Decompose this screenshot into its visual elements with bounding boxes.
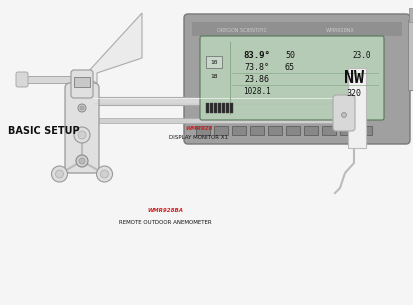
- Bar: [225, 103, 228, 113]
- FancyBboxPatch shape: [71, 70, 93, 98]
- Text: 10: 10: [210, 60, 217, 66]
- Text: 23.86: 23.86: [244, 76, 269, 84]
- Text: 320: 320: [346, 89, 361, 99]
- Text: 23.0: 23.0: [352, 52, 370, 60]
- Bar: [339, 126, 353, 135]
- Circle shape: [100, 170, 108, 178]
- Bar: [408, 8, 412, 22]
- Circle shape: [74, 127, 90, 143]
- Text: OREGON SCIENTIFIC: OREGON SCIENTIFIC: [217, 27, 267, 33]
- Text: 18: 18: [210, 74, 217, 78]
- Text: DISPLAY MONITOR X1: DISPLAY MONITOR X1: [169, 135, 228, 140]
- Bar: [209, 103, 212, 113]
- Bar: [192, 22, 401, 36]
- Text: 50: 50: [284, 52, 294, 60]
- Bar: [249, 126, 263, 135]
- Text: 83.9°: 83.9°: [243, 52, 270, 60]
- Bar: [20, 76, 74, 83]
- Circle shape: [78, 131, 86, 139]
- Bar: [407, 20, 413, 90]
- Bar: [214, 126, 228, 135]
- Bar: [303, 126, 317, 135]
- Circle shape: [76, 155, 88, 167]
- Bar: [357, 126, 371, 135]
- FancyBboxPatch shape: [65, 83, 99, 173]
- Bar: [214, 103, 216, 113]
- Bar: [218, 103, 221, 113]
- Polygon shape: [77, 13, 142, 83]
- FancyBboxPatch shape: [183, 14, 409, 144]
- Circle shape: [96, 166, 112, 182]
- FancyBboxPatch shape: [16, 72, 28, 87]
- Bar: [347, 68, 365, 148]
- Text: WMR928: WMR928: [185, 126, 212, 131]
- Text: 73.8°: 73.8°: [244, 63, 269, 73]
- Text: WMR928NX: WMR928NX: [325, 27, 354, 33]
- Text: WMR928BA: WMR928BA: [147, 208, 183, 213]
- Bar: [285, 126, 299, 135]
- Bar: [86, 118, 333, 123]
- Bar: [206, 103, 209, 113]
- Circle shape: [55, 170, 63, 178]
- Circle shape: [80, 106, 84, 110]
- FancyBboxPatch shape: [332, 95, 354, 131]
- Text: NW: NW: [343, 69, 363, 87]
- Bar: [267, 126, 281, 135]
- Circle shape: [79, 158, 85, 164]
- Bar: [195, 126, 209, 135]
- Bar: [321, 126, 335, 135]
- Text: REMOTE OUTDOOR ANEMOMETER: REMOTE OUTDOOR ANEMOMETER: [119, 220, 211, 225]
- Bar: [221, 103, 224, 113]
- FancyBboxPatch shape: [199, 36, 383, 120]
- Circle shape: [341, 113, 346, 117]
- Text: 1028.1: 1028.1: [242, 88, 270, 96]
- Circle shape: [78, 104, 86, 112]
- Bar: [230, 103, 233, 113]
- Text: 65: 65: [284, 63, 294, 73]
- Text: BASIC SETUP: BASIC SETUP: [8, 126, 80, 136]
- Circle shape: [51, 166, 67, 182]
- Bar: [206, 56, 221, 68]
- Bar: [231, 126, 245, 135]
- Bar: [94, 97, 333, 105]
- Bar: [74, 77, 90, 87]
